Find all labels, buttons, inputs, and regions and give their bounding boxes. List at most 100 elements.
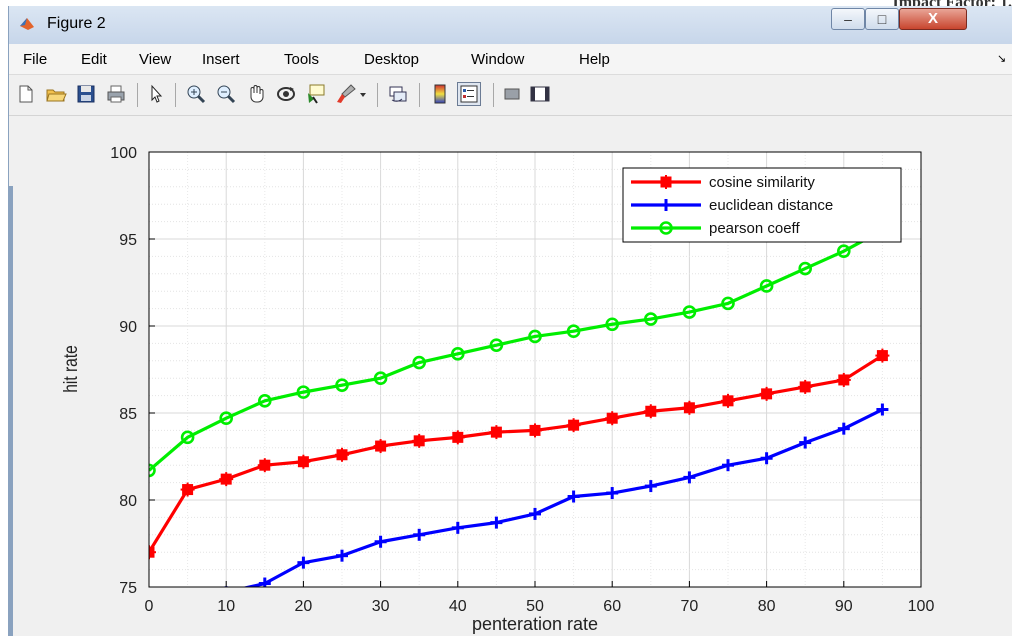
minimize-icon: –: [844, 11, 852, 27]
cosine-similarity-point: [149, 545, 156, 560]
close-button[interactable]: X: [899, 8, 967, 30]
toolbar: [9, 75, 1012, 116]
legend-label-pearson-coeff: pearson coeff: [709, 220, 800, 237]
title-bar[interactable]: Figure 2 – □ X: [9, 6, 1012, 44]
insert-colorbar-icon[interactable]: [429, 83, 451, 105]
legend-label-euclidean-distance: euclidean distance: [709, 197, 833, 214]
euclidean-distance-point: [606, 487, 619, 500]
euclidean-distance-point: [490, 516, 503, 529]
print-icon[interactable]: [105, 83, 127, 105]
menu-insert[interactable]: Insert: [202, 51, 240, 68]
zoom-out-icon[interactable]: [215, 83, 237, 105]
cosine-similarity-point: [489, 425, 504, 440]
x-tick-label: 60: [603, 598, 621, 615]
euclidean-distance-point: [413, 528, 426, 541]
legend-entry-pearson-coeff[interactable]: pearson coeff: [631, 220, 800, 237]
cosine-similarity-point: [836, 372, 851, 387]
euclidean-distance-point: [760, 452, 773, 465]
minimize-button[interactable]: –: [831, 8, 865, 30]
pearson-coeff-point: [605, 317, 620, 332]
x-tick-label: 30: [372, 598, 390, 615]
show-plot-tools-icon[interactable]: [529, 83, 551, 105]
euclidean-distance-series[interactable]: [220, 403, 889, 599]
pearson-coeff-point: [682, 305, 697, 319]
menu-tools[interactable]: Tools: [284, 51, 320, 68]
x-tick-label: 70: [681, 598, 699, 615]
euclidean-distance-point: [224, 586, 228, 587]
figure-window: Figure 2 – □ X File Edit View Insert Too…: [8, 6, 1012, 636]
euclidean-distance-point: [683, 471, 696, 484]
brush-icon[interactable]: [335, 83, 357, 105]
menu-help[interactable]: Help: [579, 51, 610, 68]
legend-entry-euclidean-distance[interactable]: euclidean distance: [631, 197, 833, 214]
pearson-coeff-series[interactable]: [144, 223, 890, 478]
series-layer: [142, 223, 890, 599]
cosine-similarity-point: [566, 418, 581, 433]
legend-marker-pearson-coeff: [659, 221, 673, 235]
pan-hand-icon[interactable]: [245, 83, 267, 105]
menu-view[interactable]: View: [139, 51, 172, 68]
toolbar-separator: [377, 83, 378, 107]
zoom-in-icon[interactable]: [185, 83, 207, 105]
link-plot-icon[interactable]: [387, 83, 409, 105]
pearson-coeff-point: [528, 329, 542, 344]
new-figure-icon[interactable]: [15, 83, 37, 105]
pearson-coeff-point: [450, 347, 465, 361]
euclidean-distance-point: [837, 422, 850, 435]
euclidean-distance-point: [451, 521, 464, 534]
euclidean-distance-point: [258, 577, 271, 587]
y-tick-label: 90: [119, 319, 137, 336]
menu-window[interactable]: Window: [471, 51, 525, 68]
legend-entry-cosine-similarity[interactable]: cosine similarity: [631, 174, 815, 191]
y-tick-label: 75: [119, 580, 137, 597]
legend-label-cosine-similarity: cosine similarity: [709, 174, 815, 191]
euclidean-distance-point: [297, 556, 310, 569]
hide-plot-tools-icon[interactable]: [501, 83, 523, 105]
x-tick-label: 50: [526, 598, 544, 615]
pearson-coeff-point: [836, 244, 851, 258]
plot-area: 0 10 20 30 40 50 60 70 80 90 100 75 80 85 90 95 100 pent…: [9, 116, 1012, 636]
cosine-similarity-point: [682, 400, 697, 415]
page-header-text: Impact Factor: 1.: [892, 0, 1012, 12]
pointer-icon[interactable]: [145, 83, 167, 105]
menu-edit[interactable]: Edit: [81, 51, 107, 68]
line-chart[interactable]: 0 10 20 30 40 50 60 70 80 90 100 75 80 85 90 95 100 pent…: [9, 116, 1012, 636]
cosine-similarity-point: [605, 411, 620, 426]
x-axis-label: penteration rate: [472, 614, 598, 634]
y-tick-label: 80: [119, 493, 137, 510]
toolbar-separator: [493, 83, 494, 107]
euclidean-distance-point: [529, 507, 541, 520]
menu-overflow-icon[interactable]: ↘: [997, 53, 1007, 65]
rotate-3d-icon[interactable]: [275, 83, 297, 105]
insert-legend-icon[interactable]: [457, 82, 481, 106]
cosine-similarity-point: [180, 482, 195, 497]
pearson-coeff-point: [258, 394, 272, 408]
toolbar-separator: [175, 83, 176, 107]
save-icon[interactable]: [75, 83, 97, 105]
close-icon: X: [927, 10, 938, 27]
open-file-icon[interactable]: [45, 83, 67, 105]
cosine-similarity-series[interactable]: [142, 348, 890, 560]
window-left-strip: [9, 186, 13, 636]
pearson-coeff-point: [643, 312, 658, 326]
toolbar-separator: [419, 83, 420, 107]
legend[interactable]: cosine similarity euclidean distance pears…: [622, 167, 902, 243]
legend-marker-cosine-similarity: [659, 175, 673, 189]
tick-layer: 0 10 20 30 40 50 60 70 80 90 100 75 80 85 90 95 100: [110, 145, 934, 615]
data-cursor-icon[interactable]: [305, 83, 327, 105]
y-tick-label: 85: [119, 406, 137, 423]
menu-desktop[interactable]: Desktop: [364, 51, 420, 68]
x-tick-label: 80: [758, 598, 776, 615]
cosine-similarity-point: [296, 454, 311, 469]
pearson-coeff-point: [798, 261, 813, 276]
menu-file[interactable]: File: [23, 51, 48, 68]
x-tick-label: 10: [217, 598, 235, 615]
euclidean-distance-point: [644, 480, 657, 493]
pearson-coeff-point: [296, 385, 311, 399]
brush-dropdown-icon[interactable]: [357, 83, 369, 105]
y-tick-label: 100: [110, 145, 137, 162]
cosine-similarity-point: [335, 447, 349, 462]
y-axis-label: hit rate: [60, 345, 82, 393]
euclidean-distance-point: [374, 535, 387, 548]
maximize-button[interactable]: □: [865, 8, 899, 30]
